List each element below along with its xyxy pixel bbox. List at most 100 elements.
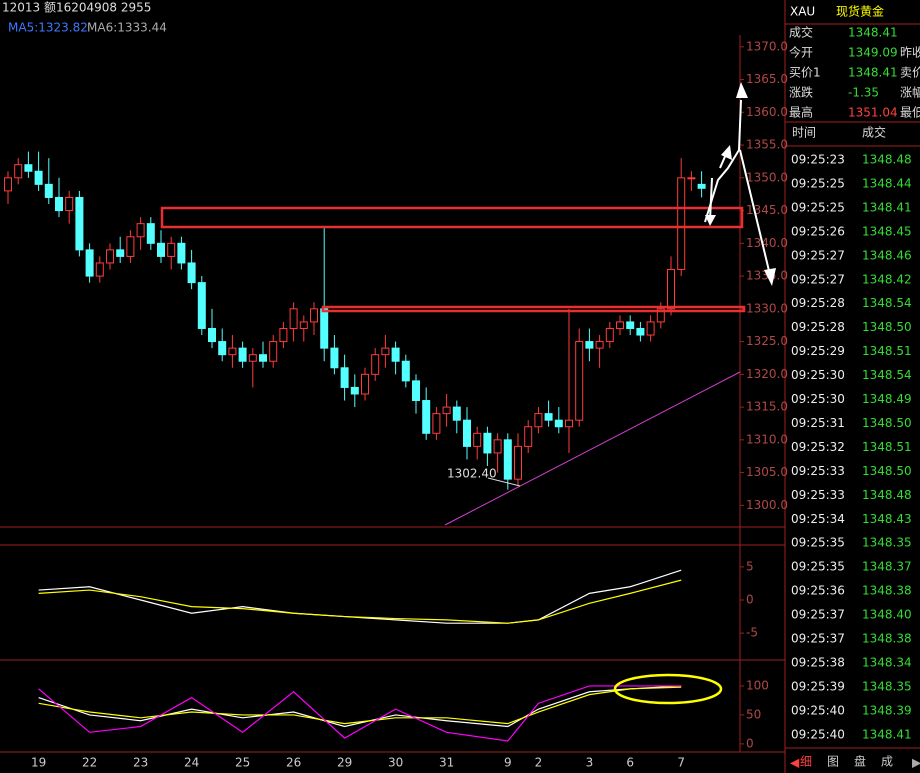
- tick-time: 09:25:27: [791, 272, 845, 286]
- candle-body: [177, 242, 186, 264]
- x-tick-label: 30: [388, 756, 403, 770]
- low-label: 1302.40: [447, 467, 497, 481]
- tab[interactable]: 盘: [854, 754, 866, 769]
- tick-price: 1348.50: [862, 320, 912, 334]
- candle-body: [626, 321, 635, 329]
- candle-body: [565, 419, 573, 428]
- tick-time: 09:25:27: [791, 248, 845, 262]
- candle-body: [687, 177, 696, 180]
- symbol: XAU: [790, 5, 815, 19]
- tick-price: 1348.34: [862, 655, 912, 669]
- plot: 19 22 23 24 25 26 29 30 31 9 2 3 6 71370.01365.01360.…: [4, 39, 788, 770]
- y-tick-label: 1330.0: [746, 301, 788, 315]
- candle-body: [361, 373, 369, 395]
- tick-price: 1348.43: [862, 512, 912, 526]
- arrows: [704, 82, 776, 286]
- x-tick-label: 2: [535, 756, 543, 770]
- x-tick-label: 19: [31, 756, 46, 770]
- candle-body: [116, 249, 125, 257]
- quote-label: 涨跌: [789, 85, 813, 100]
- candle-body: [656, 308, 665, 323]
- tab[interactable]: 图: [827, 755, 839, 769]
- candle-body: [24, 164, 33, 172]
- tick-time: 09:25:33: [791, 464, 845, 478]
- candle-body: [299, 321, 308, 329]
- candle-body: [310, 308, 318, 323]
- candle-body: [248, 354, 257, 362]
- candle-body: [259, 354, 267, 362]
- quote-label: 最低: [900, 106, 920, 120]
- tick-price: 1348.54: [862, 296, 912, 310]
- info: 12013 额16204908 2955: [2, 1, 151, 15]
- ma6: MA6:1333.44: [87, 21, 167, 35]
- tick-time: 09:25:37: [791, 632, 845, 646]
- quote-value: 1348.41: [848, 66, 898, 80]
- tick-price: 1348.49: [862, 392, 912, 406]
- candle-body: [238, 347, 247, 362]
- tick-price: 1348.40: [862, 608, 912, 622]
- candle-body: [106, 249, 114, 264]
- candle-body: [197, 282, 206, 329]
- x-tick-label: 29: [337, 756, 352, 770]
- candle-body: [605, 327, 614, 343]
- candle-body: [75, 196, 84, 251]
- tab[interactable]: 细: [800, 755, 812, 769]
- y-tick-label: 1315.0: [746, 400, 788, 414]
- indicator-line: [38, 579, 682, 624]
- x-tick-label: 9: [504, 756, 512, 770]
- tick-time: 09:25:30: [791, 392, 845, 406]
- y-tick-label: 1325.0: [746, 334, 788, 348]
- tab-arrow-left[interactable]: ◀: [790, 756, 800, 770]
- y-tick-label: 1365.0: [746, 72, 788, 86]
- y-tick-label: 1355.0: [746, 138, 788, 152]
- tab-arrow-right[interactable]: ▶: [912, 756, 920, 770]
- resistance-box: [160, 206, 744, 229]
- candle-body: [585, 341, 594, 349]
- quote-value: 1349.09: [848, 46, 898, 60]
- candle-body: [391, 347, 400, 362]
- x-tick-label: 6: [626, 756, 634, 770]
- candle-body: [381, 347, 390, 356]
- tick-price: 1348.45: [862, 224, 912, 238]
- candle-body: [157, 242, 165, 257]
- y-tick-label: 1360.0: [746, 105, 788, 119]
- highlight-ellipse: [613, 673, 723, 705]
- x-tick-label: 25: [235, 756, 250, 770]
- candle-body: [616, 321, 624, 329]
- candle-body: [463, 419, 471, 447]
- quote-label: 涨幅: [900, 85, 920, 100]
- tick-price: 1348.35: [862, 679, 912, 693]
- y-tick-label: 5: [746, 559, 754, 573]
- y-tick-label: 1370.0: [746, 39, 788, 53]
- tab[interactable]: 成: [881, 755, 893, 769]
- indicator-line: [38, 686, 682, 725]
- x-tick-label: 22: [82, 756, 97, 770]
- tick-time: 09:25:28: [791, 296, 845, 310]
- y-tick-label: 50: [746, 707, 761, 721]
- candle-body: [350, 386, 359, 395]
- y-tick-label: 1320.0: [746, 367, 788, 381]
- candle-body: [575, 341, 584, 421]
- candle-body: [667, 269, 675, 310]
- tick-price: 1348.42: [862, 272, 912, 286]
- tick-price: 1348.48: [862, 488, 912, 502]
- y-tick-label: 0: [746, 736, 754, 750]
- tick-price: 1348.35: [862, 536, 912, 550]
- tick-time: 09:25:37: [791, 608, 845, 622]
- tick-price: 1348.37: [862, 560, 912, 574]
- ticks-header: 成交: [862, 125, 886, 140]
- tick-time: 09:25:34: [791, 512, 845, 526]
- tick-price: 1348.39: [862, 703, 912, 717]
- symbol-name: 现货黄金: [836, 4, 884, 19]
- candle-body: [187, 262, 196, 284]
- x-tick-label: 26: [286, 756, 301, 770]
- candle-body: [44, 183, 53, 198]
- candle-body: [473, 432, 482, 447]
- tick-time: 09:25:31: [791, 416, 845, 430]
- tick-price: 1348.50: [862, 416, 912, 430]
- candle-body: [85, 249, 94, 277]
- candle-body: [554, 419, 563, 428]
- candle-body: [65, 196, 74, 212]
